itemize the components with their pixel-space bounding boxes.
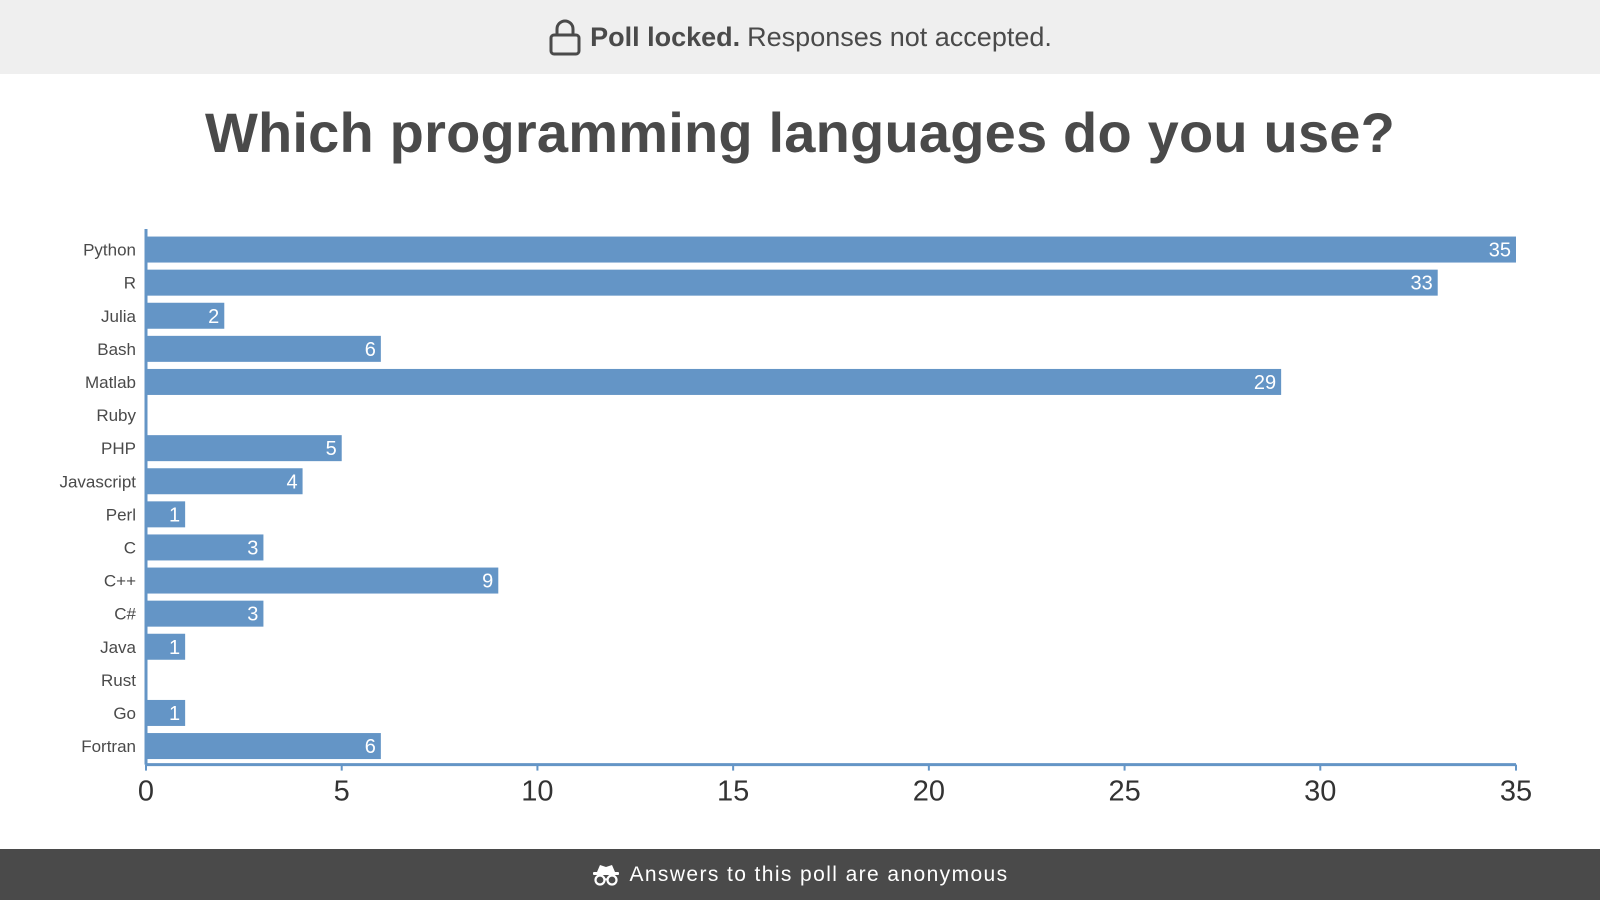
bar-value-label: 3 [247,537,258,559]
category-label: Perl [106,505,136,524]
poll-status-banner: Poll locked. Responses not accepted. [0,0,1600,74]
category-label: Bash [97,340,136,359]
bar-value-label: 1 [169,504,180,526]
category-label: PHP [101,439,136,458]
bar [146,633,186,660]
x-tick-label: 25 [1108,776,1140,808]
bar [146,534,264,561]
bar-value-label: 35 [1489,240,1511,262]
x-tick-label: 30 [1304,776,1336,808]
bar [146,468,303,495]
category-label: C# [114,605,136,624]
poll-locked-message: Responses not accepted. [747,21,1052,52]
bar [146,733,381,760]
bar [146,236,1516,263]
bar-value-label: 29 [1254,372,1276,394]
x-tick-label: 5 [334,776,350,808]
bar [146,435,342,462]
incognito-icon [593,864,620,886]
bar-value-label: 5 [326,438,337,460]
anonymous-notice: Answers to this poll are anonymous [0,849,1600,900]
bar [146,368,1282,395]
bar-value-label: 2 [208,306,219,328]
category-label: Fortran [81,737,136,756]
bar-value-label: 9 [482,571,493,593]
category-label: R [124,274,136,293]
x-tick-label: 35 [1500,776,1532,808]
category-label: Python [83,241,136,260]
bar [146,501,186,528]
bar [146,335,381,362]
x-tick-label: 10 [521,776,553,808]
bar [146,302,225,329]
bar [146,699,186,726]
bar-value-label: 1 [169,703,180,725]
category-label: C [124,538,136,557]
category-label: Julia [101,307,137,326]
poll-question: Which programming languages do you use? [204,101,1396,164]
x-tick-label: 0 [138,776,154,808]
category-label: Javascript [59,472,136,491]
bar-value-label: 1 [169,637,180,659]
x-tick-label: 20 [913,776,945,808]
bar-value-label: 6 [365,339,376,361]
category-label: Matlab [85,373,136,392]
category-label: C++ [104,572,136,591]
category-label: Rust [101,671,136,690]
category-label: Java [100,638,136,657]
poll-locked-label: Poll locked. [590,21,741,52]
lock-icon [549,19,581,56]
bar-value-label: 4 [286,471,297,493]
category-label: Go [113,704,136,723]
x-tick-label: 15 [717,776,749,808]
bar-value-label: 33 [1410,273,1432,295]
bar-value-label: 6 [365,736,376,758]
bar [146,600,264,627]
anonymous-notice-text: Answers to this poll are anonymous [629,862,1009,886]
bar [146,269,1438,296]
bar-value-label: 3 [247,604,258,626]
category-label: Ruby [96,406,136,425]
bar [146,567,499,594]
